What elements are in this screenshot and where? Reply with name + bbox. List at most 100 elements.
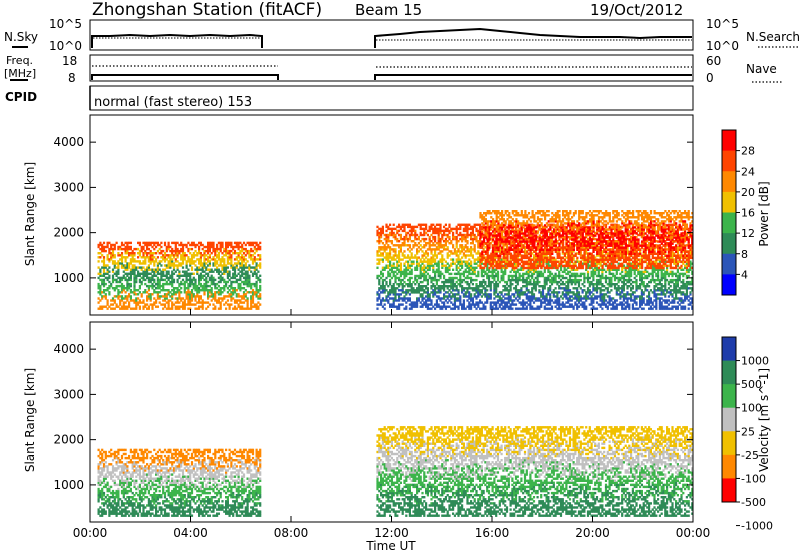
power-cell bbox=[412, 303, 415, 306]
power-cell bbox=[425, 278, 428, 282]
power-cell bbox=[113, 254, 116, 257]
power-cell bbox=[111, 268, 115, 271]
power-cell bbox=[421, 299, 424, 302]
power-cell bbox=[403, 262, 406, 265]
power-cell bbox=[167, 307, 170, 310]
power-cell bbox=[446, 297, 449, 300]
power-cell bbox=[423, 252, 426, 255]
power-cell bbox=[155, 268, 158, 271]
power-cell bbox=[387, 301, 390, 304]
power-cell bbox=[102, 264, 106, 267]
power-cell bbox=[246, 252, 249, 255]
power-cell bbox=[214, 299, 217, 302]
power-cell bbox=[398, 223, 401, 226]
power-cell bbox=[119, 303, 122, 306]
power-cell bbox=[183, 272, 186, 275]
power-cell bbox=[378, 262, 381, 265]
power-cell bbox=[376, 258, 379, 261]
power-cell bbox=[477, 258, 480, 261]
power-cell bbox=[230, 254, 233, 257]
power-cell bbox=[464, 229, 467, 233]
power-cell bbox=[425, 295, 428, 298]
power-cell bbox=[452, 237, 455, 241]
power-cell bbox=[459, 295, 462, 298]
power-cell bbox=[452, 252, 455, 255]
power-cell bbox=[174, 287, 177, 290]
power-cell bbox=[120, 258, 124, 261]
power-cell bbox=[437, 260, 440, 263]
power-cell bbox=[414, 254, 417, 257]
power-cell bbox=[124, 264, 127, 267]
power-cell bbox=[129, 262, 132, 265]
power-cell bbox=[221, 241, 224, 245]
power-cell bbox=[129, 284, 132, 288]
power-cell bbox=[443, 301, 446, 304]
power-cell bbox=[461, 266, 464, 269]
power-cell bbox=[138, 274, 141, 277]
power-cell bbox=[225, 270, 228, 273]
power-cell bbox=[167, 256, 170, 259]
power-cell bbox=[489, 287, 492, 290]
power-cell bbox=[176, 260, 179, 263]
power-cell bbox=[378, 250, 381, 253]
power-cell bbox=[223, 284, 226, 288]
power-cell bbox=[180, 274, 183, 277]
power-cell bbox=[233, 299, 237, 302]
power-cell bbox=[378, 283, 381, 286]
power-cell bbox=[426, 289, 429, 292]
power-cell bbox=[401, 299, 404, 302]
power-cell bbox=[448, 295, 451, 298]
power-cell bbox=[239, 266, 242, 269]
power-cell bbox=[443, 305, 446, 308]
power-cell bbox=[106, 264, 109, 267]
power-cell bbox=[138, 272, 141, 275]
power-cell bbox=[158, 301, 161, 304]
power-cell bbox=[455, 272, 458, 276]
power-cell bbox=[113, 264, 116, 267]
power-cell bbox=[579, 278, 582, 282]
power-cell bbox=[396, 254, 399, 257]
power-cell bbox=[435, 299, 438, 302]
power-cell bbox=[155, 274, 158, 277]
power-cell bbox=[410, 285, 413, 288]
power-cell bbox=[615, 305, 618, 308]
power-cell bbox=[432, 254, 435, 257]
power-cell bbox=[232, 289, 235, 292]
power-cell bbox=[394, 244, 397, 247]
power-cell bbox=[419, 293, 422, 296]
power-cell bbox=[450, 258, 453, 261]
power-cell bbox=[124, 241, 127, 245]
power-cell bbox=[171, 254, 174, 257]
power-cell bbox=[201, 262, 204, 265]
power-cell bbox=[115, 241, 118, 245]
power-cell bbox=[434, 262, 437, 265]
power-cell bbox=[146, 256, 149, 259]
power-cell bbox=[419, 272, 422, 276]
power-cell bbox=[180, 243, 183, 247]
power-cell bbox=[181, 249, 185, 253]
power-cell bbox=[376, 276, 379, 280]
power-cell bbox=[131, 260, 134, 263]
power-cell bbox=[381, 278, 384, 282]
date-label: 19/Oct/2012 bbox=[590, 1, 683, 19]
power-cell bbox=[396, 299, 399, 302]
power-cell bbox=[241, 307, 244, 310]
power-cell bbox=[421, 297, 424, 300]
power-cell bbox=[399, 274, 402, 278]
power-cell bbox=[466, 233, 469, 237]
power-cell bbox=[473, 233, 476, 237]
power-cell bbox=[394, 295, 397, 298]
power-cell bbox=[198, 268, 201, 271]
power-cell bbox=[111, 254, 115, 257]
power-cell bbox=[399, 272, 402, 276]
power-cell bbox=[217, 252, 220, 255]
power-cell bbox=[146, 276, 149, 280]
power-cell bbox=[432, 266, 435, 269]
power-cell bbox=[583, 272, 586, 276]
power-cell bbox=[192, 272, 195, 275]
power-cell bbox=[237, 256, 240, 259]
power-cell bbox=[210, 278, 213, 282]
power-cell bbox=[242, 280, 246, 284]
power-cell bbox=[399, 270, 402, 274]
power-cell bbox=[407, 256, 410, 259]
